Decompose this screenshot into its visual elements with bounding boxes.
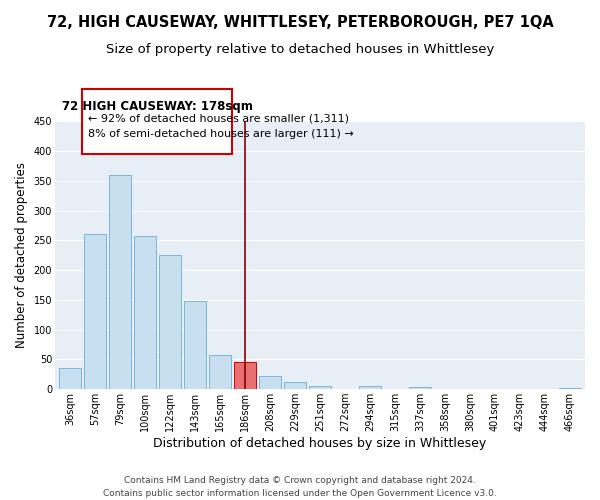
Bar <box>59 368 81 389</box>
Text: Size of property relative to detached houses in Whittlesey: Size of property relative to detached ho… <box>106 42 494 56</box>
Text: 72 HIGH CAUSEWAY: 178sqm: 72 HIGH CAUSEWAY: 178sqm <box>62 100 253 113</box>
Bar <box>109 175 131 389</box>
Bar <box>234 362 256 389</box>
Bar <box>209 354 231 389</box>
Bar <box>84 234 106 389</box>
Bar <box>559 388 581 389</box>
Bar <box>284 382 306 389</box>
Y-axis label: Number of detached properties: Number of detached properties <box>15 162 28 348</box>
Bar <box>409 388 431 389</box>
Bar <box>134 236 156 389</box>
Text: 8% of semi-detached houses are larger (111) →: 8% of semi-detached houses are larger (1… <box>88 129 353 139</box>
Bar <box>309 386 331 389</box>
Bar <box>159 254 181 389</box>
Bar <box>259 376 281 389</box>
Bar <box>184 301 206 389</box>
Text: ← 92% of detached houses are smaller (1,311): ← 92% of detached houses are smaller (1,… <box>88 113 349 123</box>
Bar <box>359 386 381 389</box>
X-axis label: Distribution of detached houses by size in Whittlesey: Distribution of detached houses by size … <box>154 437 487 450</box>
Text: Contains HM Land Registry data © Crown copyright and database right 2024.
Contai: Contains HM Land Registry data © Crown c… <box>103 476 497 498</box>
Text: 72, HIGH CAUSEWAY, WHITTLESEY, PETERBOROUGH, PE7 1QA: 72, HIGH CAUSEWAY, WHITTLESEY, PETERBORO… <box>47 15 553 30</box>
FancyBboxPatch shape <box>82 89 232 154</box>
